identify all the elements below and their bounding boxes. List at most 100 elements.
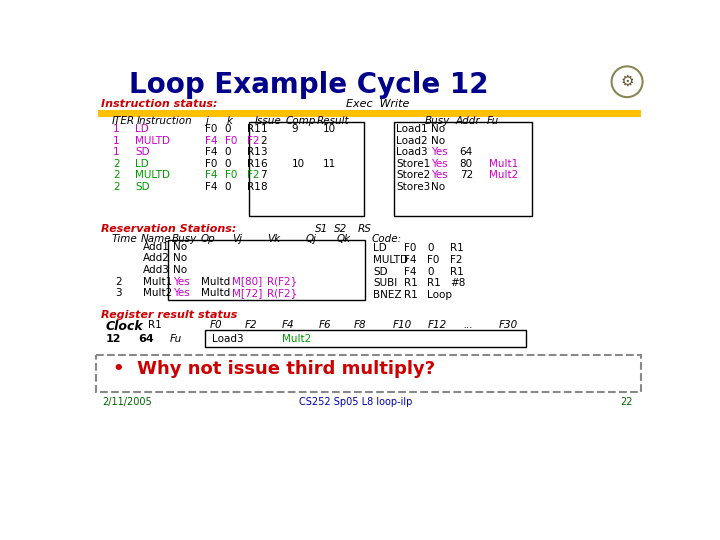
Text: No: No	[431, 182, 445, 192]
Text: ...: ...	[464, 320, 473, 330]
Text: F0: F0	[225, 136, 237, 146]
Text: 3: 3	[114, 288, 122, 298]
Text: R(F2}: R(F2}	[266, 288, 297, 298]
Text: 80: 80	[459, 159, 473, 168]
Text: 3: 3	[261, 147, 267, 157]
Text: 1: 1	[261, 124, 267, 134]
Text: 10: 10	[323, 124, 336, 134]
Text: SD: SD	[135, 147, 150, 157]
Text: Fu: Fu	[487, 116, 499, 126]
Text: Yes: Yes	[431, 170, 448, 180]
Text: Clock: Clock	[106, 320, 143, 333]
Bar	[96, 355, 641, 392]
Text: 0: 0	[225, 159, 231, 168]
Text: Yes: Yes	[431, 159, 448, 168]
Text: Load3: Load3	[396, 147, 428, 157]
Text: R1: R1	[451, 244, 464, 253]
Text: Instruction: Instruction	[137, 116, 192, 126]
Text: Multd: Multd	[201, 276, 230, 287]
Text: F8: F8	[354, 320, 366, 330]
Text: k: k	[226, 116, 233, 126]
Text: 64: 64	[138, 334, 154, 345]
Text: 2: 2	[113, 170, 120, 180]
Text: CS252 Sp05 L8 loop-ilp: CS252 Sp05 L8 loop-ilp	[300, 397, 413, 408]
Text: 1: 1	[113, 124, 120, 134]
Text: 72: 72	[459, 170, 473, 180]
Text: F6: F6	[319, 320, 331, 330]
Text: Add3: Add3	[143, 265, 170, 275]
Text: MULTD: MULTD	[135, 170, 170, 180]
Text: 7: 7	[261, 170, 267, 180]
Text: 8: 8	[261, 182, 267, 192]
Text: 0: 0	[225, 147, 231, 157]
Text: F2: F2	[248, 136, 260, 146]
Text: R(F2}: R(F2}	[266, 276, 297, 287]
Text: F2: F2	[248, 170, 260, 180]
Text: MULTD: MULTD	[373, 255, 408, 265]
Text: F4: F4	[404, 267, 416, 276]
Text: Busy: Busy	[425, 116, 450, 126]
Text: Yes: Yes	[431, 147, 448, 157]
Text: R1: R1	[148, 320, 162, 330]
Text: 9: 9	[292, 124, 298, 134]
Text: Instruction status:: Instruction status:	[101, 99, 217, 109]
Text: MULTD: MULTD	[135, 136, 170, 146]
Text: R1: R1	[427, 278, 441, 288]
Text: No: No	[431, 136, 445, 146]
Text: F0: F0	[210, 320, 222, 330]
Text: Vk: Vk	[266, 234, 280, 244]
Text: Add2: Add2	[143, 253, 170, 264]
Text: ⚙: ⚙	[620, 74, 634, 89]
Text: Store3: Store3	[396, 182, 431, 192]
Text: Exec  Write: Exec Write	[346, 99, 409, 109]
Text: No: No	[173, 242, 187, 252]
Text: Load3: Load3	[212, 334, 244, 345]
Text: Load1: Load1	[396, 124, 428, 134]
Text: M[72]: M[72]	[232, 288, 262, 298]
Text: ITER: ITER	[112, 116, 135, 126]
Text: F30: F30	[498, 320, 518, 330]
Bar	[394, 122, 532, 215]
Text: R1: R1	[248, 159, 261, 168]
Text: F4: F4	[282, 320, 294, 330]
Text: M[80]: M[80]	[232, 276, 262, 287]
Text: Store2: Store2	[396, 170, 431, 180]
Text: Yes: Yes	[173, 276, 189, 287]
Text: 0: 0	[427, 244, 433, 253]
Text: LD: LD	[373, 244, 387, 253]
Text: No: No	[173, 253, 187, 264]
Text: 64: 64	[459, 147, 473, 157]
Bar	[204, 330, 526, 347]
Text: 12: 12	[106, 334, 121, 345]
Text: LD: LD	[135, 159, 149, 168]
Text: 2: 2	[114, 276, 122, 287]
Text: 10: 10	[292, 159, 305, 168]
Text: Reservation Stations:: Reservation Stations:	[101, 224, 236, 234]
Text: F2: F2	[451, 255, 463, 265]
Text: 1: 1	[113, 147, 120, 157]
Text: Loop Example Cycle 12: Loop Example Cycle 12	[129, 71, 488, 99]
Text: R1: R1	[404, 289, 418, 300]
Text: Qj: Qj	[305, 234, 317, 244]
Text: R1: R1	[248, 182, 261, 192]
Text: Issue: Issue	[254, 116, 281, 126]
Text: F10: F10	[392, 320, 412, 330]
Text: F12: F12	[428, 320, 447, 330]
Text: Yes: Yes	[173, 288, 189, 298]
Text: Result: Result	[317, 116, 350, 126]
Text: Code:: Code:	[372, 234, 402, 244]
Text: R1: R1	[451, 267, 464, 276]
Text: SD: SD	[135, 182, 150, 192]
Text: Fu: Fu	[170, 334, 182, 345]
Text: Mult1: Mult1	[143, 276, 172, 287]
Text: S2: S2	[334, 224, 347, 234]
Text: 2/11/2005: 2/11/2005	[102, 397, 152, 408]
Text: 11: 11	[323, 159, 336, 168]
Text: F0: F0	[204, 159, 217, 168]
Text: F4: F4	[404, 255, 416, 265]
Text: Load2: Load2	[396, 136, 428, 146]
Text: LD: LD	[135, 124, 149, 134]
Text: S1: S1	[315, 224, 328, 234]
Text: 6: 6	[261, 159, 267, 168]
Text: 2: 2	[113, 159, 120, 168]
